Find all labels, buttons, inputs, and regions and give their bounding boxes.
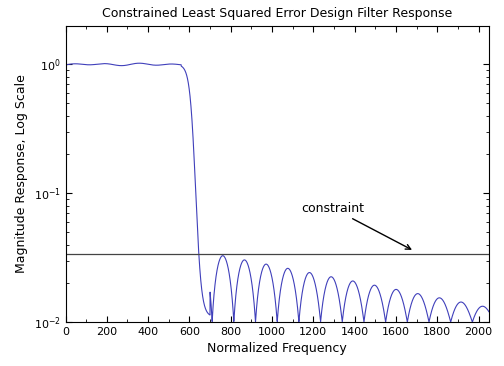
- X-axis label: Normalized Frequency: Normalized Frequency: [207, 343, 347, 355]
- Title: Constrained Least Squared Error Design Filter Response: Constrained Least Squared Error Design F…: [102, 7, 452, 20]
- Y-axis label: Magnitude Response, Log Scale: Magnitude Response, Log Scale: [15, 74, 28, 273]
- Text: constraint: constraint: [301, 202, 411, 249]
